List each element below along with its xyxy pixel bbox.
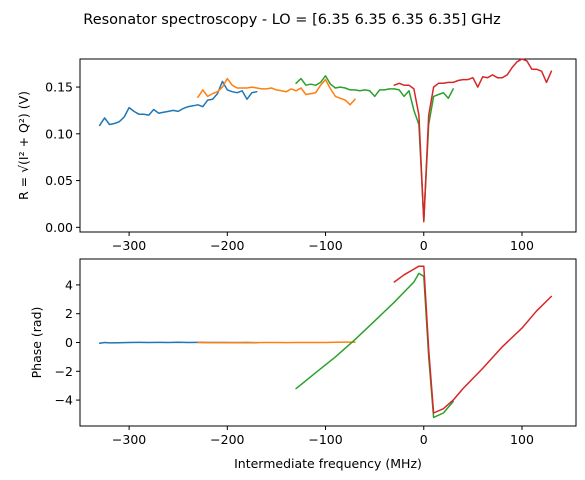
figure-title: Resonator spectroscopy - LO = [6.35 6.35… xyxy=(83,12,500,28)
phase-x-tick-label: 0 xyxy=(420,432,428,447)
magnitude-y-tick-label: 0.00 xyxy=(45,220,73,235)
magnitude-series-1-line xyxy=(98,80,258,127)
phase-x-tick-label: −300 xyxy=(112,432,146,447)
magnitude-y-tick-label: 0.10 xyxy=(45,126,73,141)
magnitude-x-tick-label: 0 xyxy=(420,238,428,253)
magnitude-y-axis-label: R = √(I² + Q²) (V) xyxy=(16,91,31,200)
magnitude-x-tick-label: −200 xyxy=(210,238,244,253)
magnitude-series-3-line xyxy=(295,75,454,221)
phase-x-tick-label: 100 xyxy=(510,432,534,447)
phase-y-axis-label: Phase (rad) xyxy=(29,307,44,379)
phase-y-tick-label: 2 xyxy=(65,306,73,321)
phase-y-tick-label: 4 xyxy=(65,277,73,292)
magnitude-y-tick-label: 0.15 xyxy=(45,80,73,95)
magnitude-series-4-line xyxy=(393,58,553,223)
phase-y-tick-label: −2 xyxy=(55,364,73,379)
magnitude-plot-frame xyxy=(79,58,577,233)
magnitude-y-ticks: 0.00 0.05 0.10 0.15 xyxy=(45,80,80,235)
magnitude-series-2-line xyxy=(197,77,356,106)
phase-x-tick-label: −200 xyxy=(210,432,244,447)
magnitude-x-tick-label: −100 xyxy=(308,238,342,253)
phase-series-3-line xyxy=(295,272,454,419)
magnitude-x-tick-label: 100 xyxy=(510,238,534,253)
phase-axes: −300 −200 −100 0 100 −4 −2 0 2 4 Phase (rad) Int… xyxy=(29,258,577,471)
phase-x-ticks: −300 −200 −100 0 100 xyxy=(112,426,534,447)
magnitude-x-tick-label: −300 xyxy=(112,238,146,253)
phase-series-group xyxy=(98,265,553,419)
magnitude-x-ticks: −300 −200 −100 0 100 xyxy=(112,232,534,253)
phase-series-4-line xyxy=(393,265,553,414)
phase-y-ticks: −4 −2 0 2 4 xyxy=(55,277,80,408)
magnitude-series-group xyxy=(98,58,553,223)
phase-y-tick-label: −4 xyxy=(55,393,73,408)
x-axis-label: Intermediate frequency (MHz) xyxy=(234,456,422,471)
magnitude-y-tick-label: 0.05 xyxy=(45,173,73,188)
phase-y-tick-label: 0 xyxy=(65,335,73,350)
phase-series-2-line xyxy=(197,341,356,344)
magnitude-axes: −300 −200 −100 0 100 0.00 0.05 0.10 0.15 R = √(… xyxy=(16,58,577,253)
phase-x-tick-label: −100 xyxy=(308,432,342,447)
